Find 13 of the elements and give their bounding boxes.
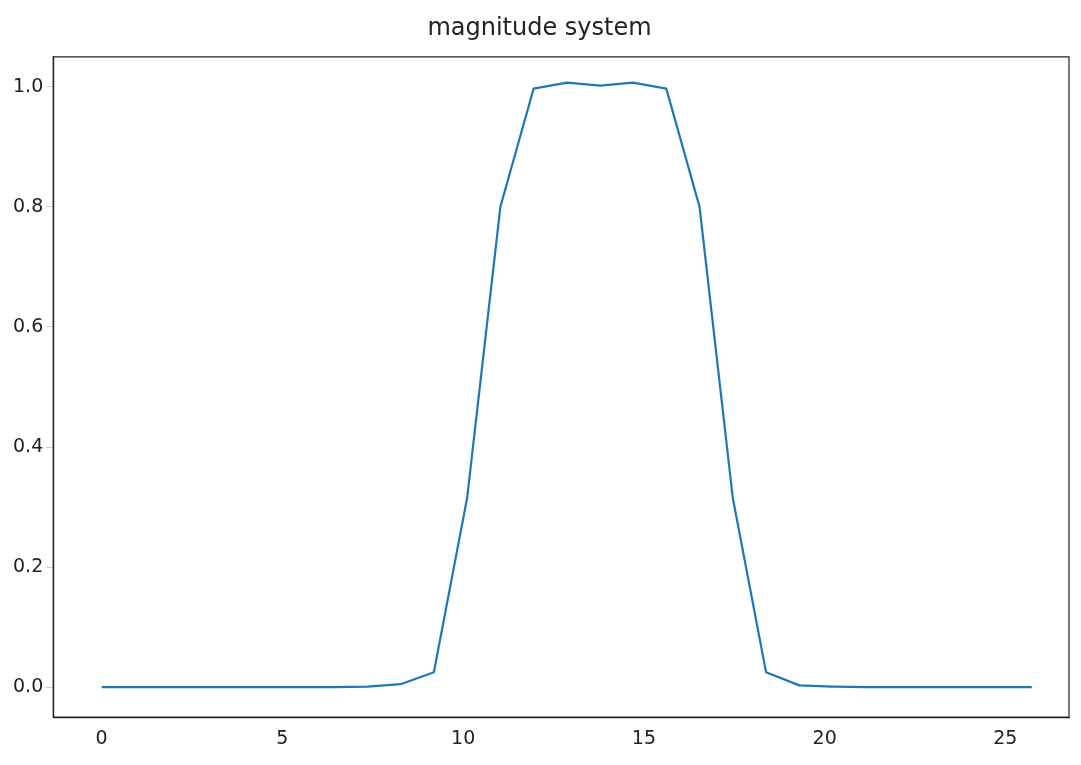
x-tick-label: 20 — [812, 725, 837, 748]
chart-title: magnitude system — [427, 12, 652, 41]
x-tick-label: 25 — [993, 725, 1018, 748]
x-tick-label: 15 — [631, 725, 656, 748]
y-tick-label: 0.6 — [13, 313, 44, 336]
y-tick-label: 0.2 — [13, 554, 44, 577]
y-tick-label: 1.0 — [13, 73, 44, 96]
x-tick-label: 0 — [95, 725, 108, 748]
y-tick-label: 0.0 — [13, 674, 44, 697]
x-tick-label: 5 — [276, 725, 289, 748]
y-tick-label: 0.4 — [13, 433, 44, 456]
y-tick-label: 0.8 — [13, 193, 44, 216]
x-tick-label: 10 — [451, 725, 476, 748]
